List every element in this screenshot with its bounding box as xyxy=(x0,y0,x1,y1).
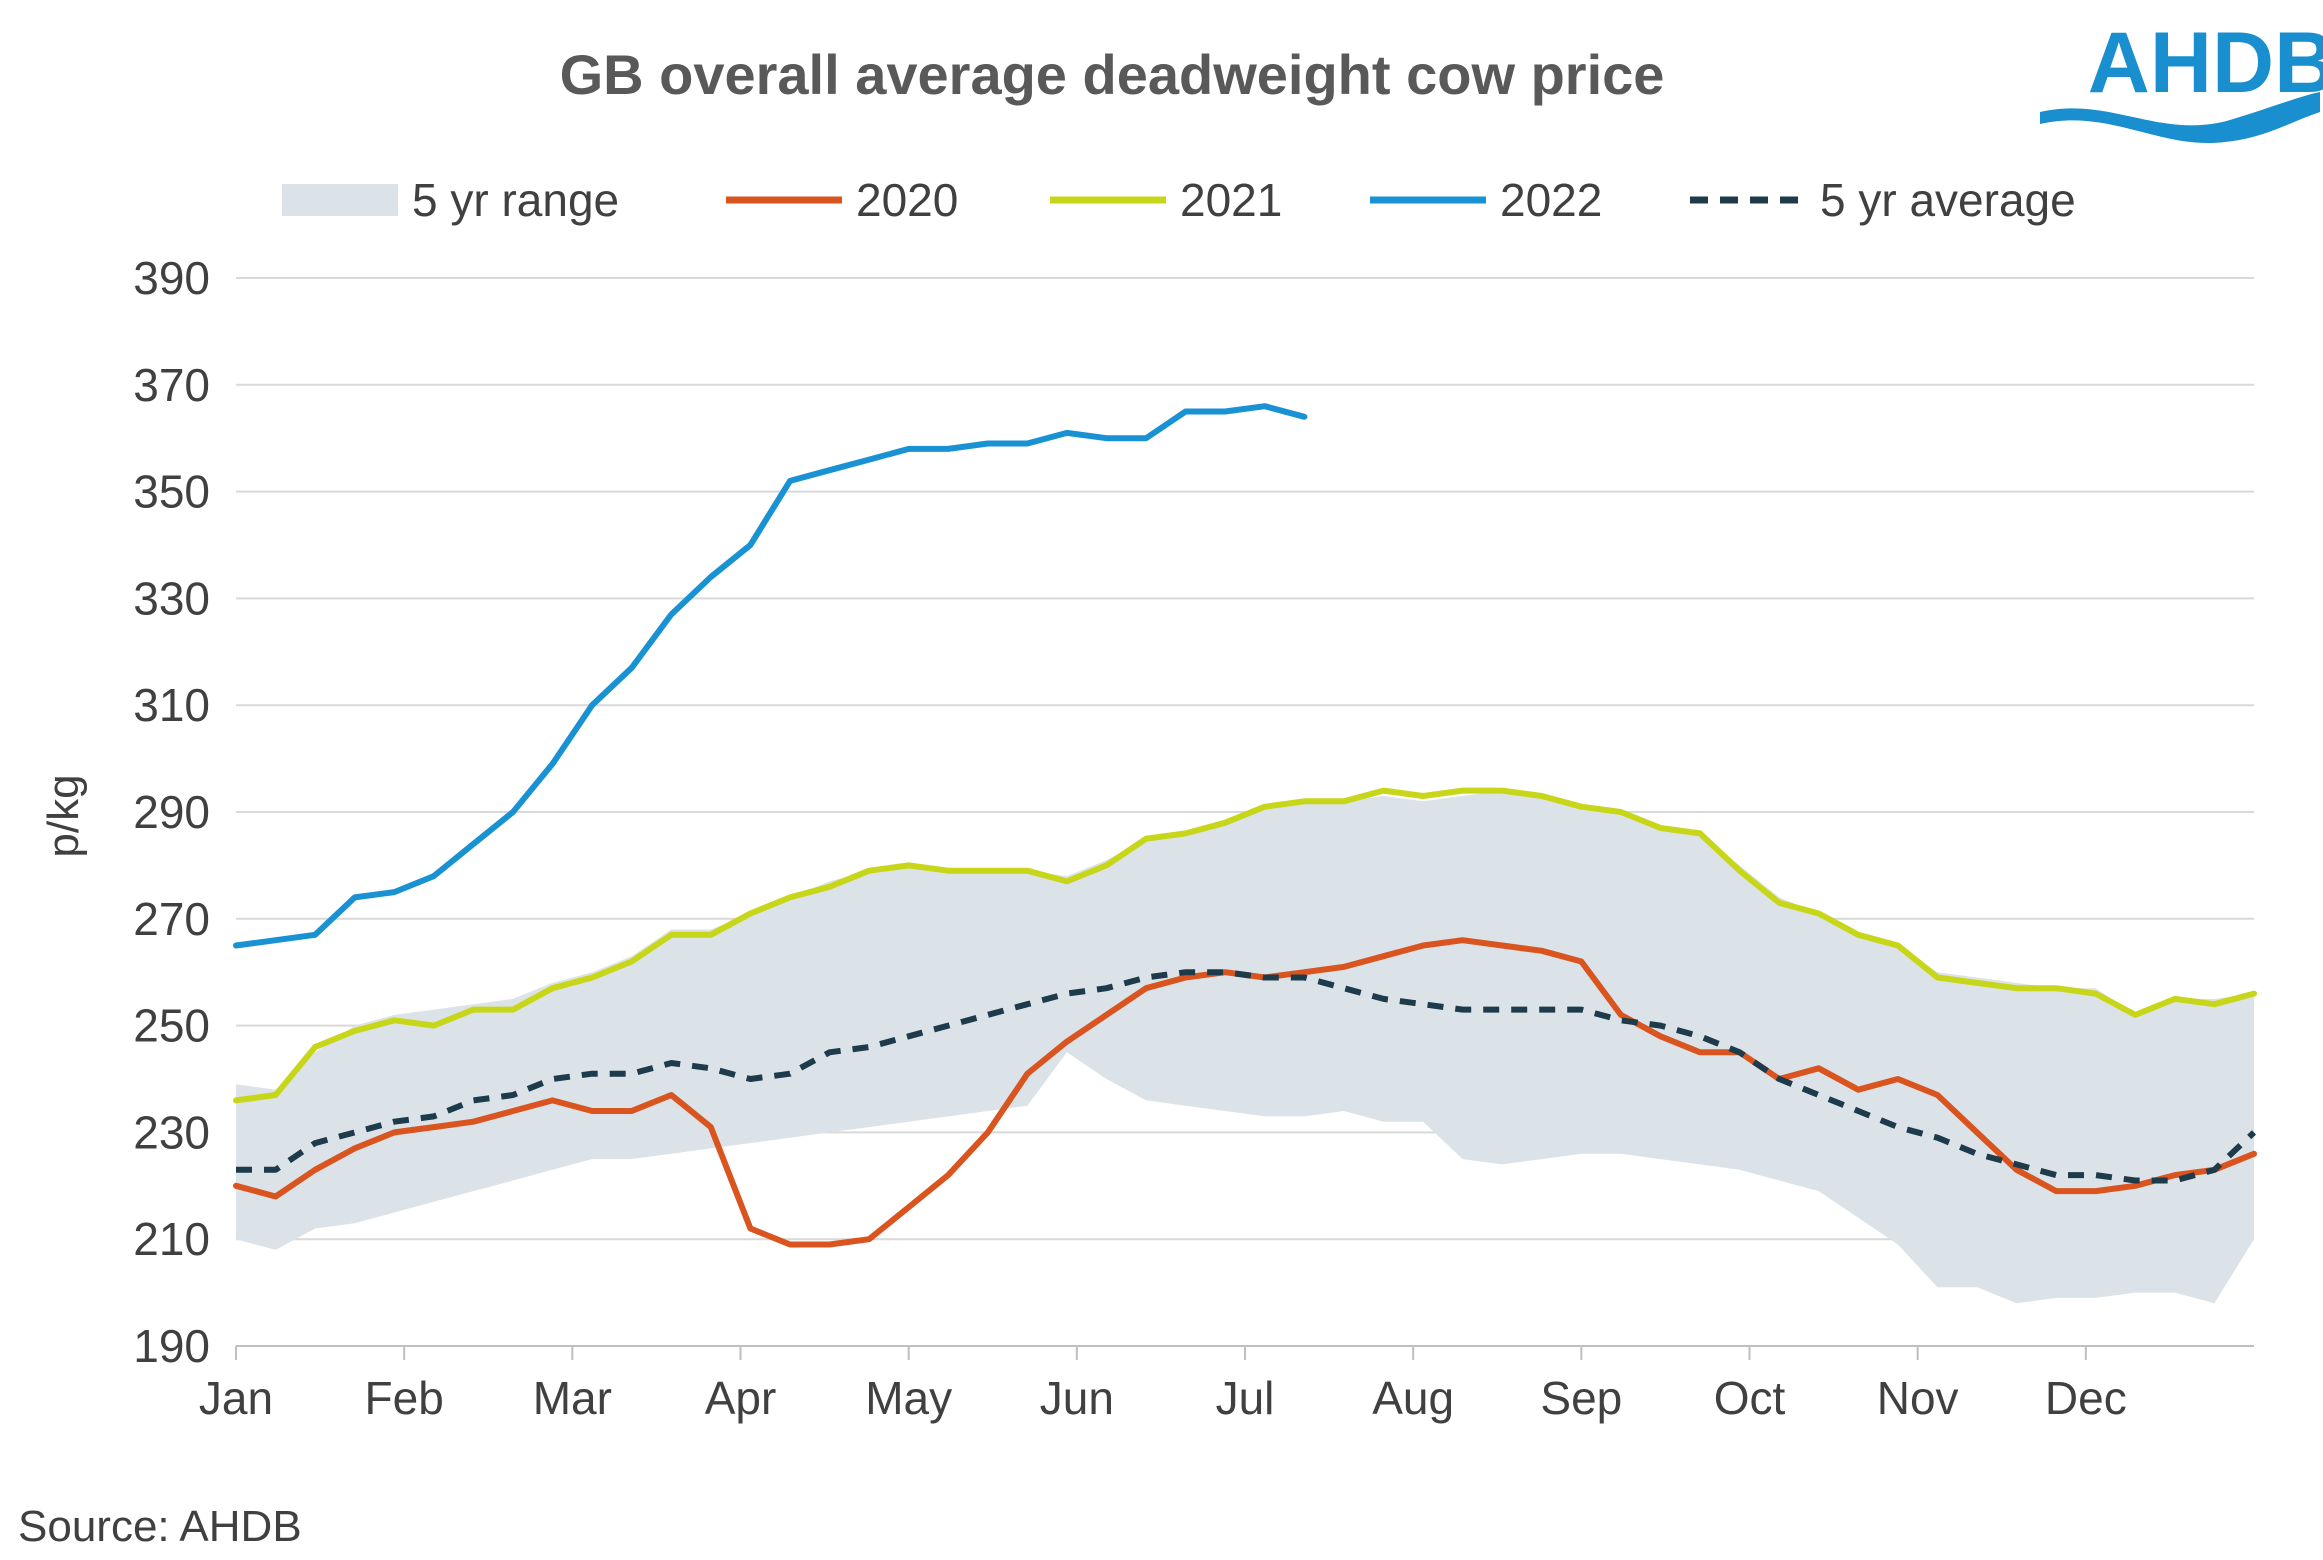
y-tick-label: 230 xyxy=(133,1106,210,1158)
series-layer xyxy=(233,403,2257,1248)
series-line-2022 xyxy=(233,403,1308,949)
y-tick-label: 210 xyxy=(133,1213,210,1265)
axes: 190 210 230 250 270 290 310 330 350 370 390 Jan Feb M… xyxy=(133,252,2254,1424)
range-band-layer xyxy=(236,790,2254,1304)
x-tick-label: Nov xyxy=(1877,1372,1959,1424)
series-line-2021 xyxy=(233,787,2257,1104)
y-tick-label: 250 xyxy=(133,1000,210,1052)
legend-label: 2020 xyxy=(856,174,958,226)
y-tick-label: 370 xyxy=(133,359,210,411)
y-tick-label: 390 xyxy=(133,252,210,304)
y-tick-label: 190 xyxy=(133,1320,210,1372)
x-tick-label: Aug xyxy=(1372,1372,1454,1424)
legend-label: 2021 xyxy=(1180,174,1282,226)
y-tick-label: 330 xyxy=(133,572,210,624)
x-tick-label: Jan xyxy=(199,1372,273,1424)
x-tick-label: May xyxy=(865,1372,952,1424)
y-tick-label: 350 xyxy=(133,466,210,518)
x-tick-label: Feb xyxy=(365,1372,444,1424)
x-tick-label: Sep xyxy=(1540,1372,1622,1424)
x-tick-label: Mar xyxy=(533,1372,612,1424)
x-tick-label: Apr xyxy=(705,1372,777,1424)
logo-swoosh xyxy=(2040,92,2320,144)
y-tick-label: 310 xyxy=(133,679,210,731)
chart-title: GB overall average deadweight cow price xyxy=(560,43,1665,106)
range-band xyxy=(236,790,2254,1304)
x-tick-label: Jul xyxy=(1216,1372,1275,1424)
y-axis-label: p/kg xyxy=(39,774,88,857)
logo-text: AHDB xyxy=(2088,15,2323,111)
y-tick-label: 270 xyxy=(133,893,210,945)
legend-label: 2022 xyxy=(1500,174,1602,226)
ahdb-logo: AHDB xyxy=(2040,15,2323,144)
x-tick-label: Oct xyxy=(1714,1372,1786,1424)
y-tick-label: 290 xyxy=(133,786,210,838)
source-note: Source: AHDB xyxy=(18,1502,302,1551)
x-tick-label: Dec xyxy=(2045,1372,2127,1424)
legend: 5 yr range 2020 2021 2022 5 yr average xyxy=(282,174,2076,226)
legend-swatch xyxy=(282,184,398,216)
legend-label: 5 yr average xyxy=(1820,174,2076,226)
legend-label: 5 yr range xyxy=(412,174,619,226)
x-tick-label: Jun xyxy=(1040,1372,1114,1424)
series-line-5-yr-average xyxy=(236,969,2257,1184)
